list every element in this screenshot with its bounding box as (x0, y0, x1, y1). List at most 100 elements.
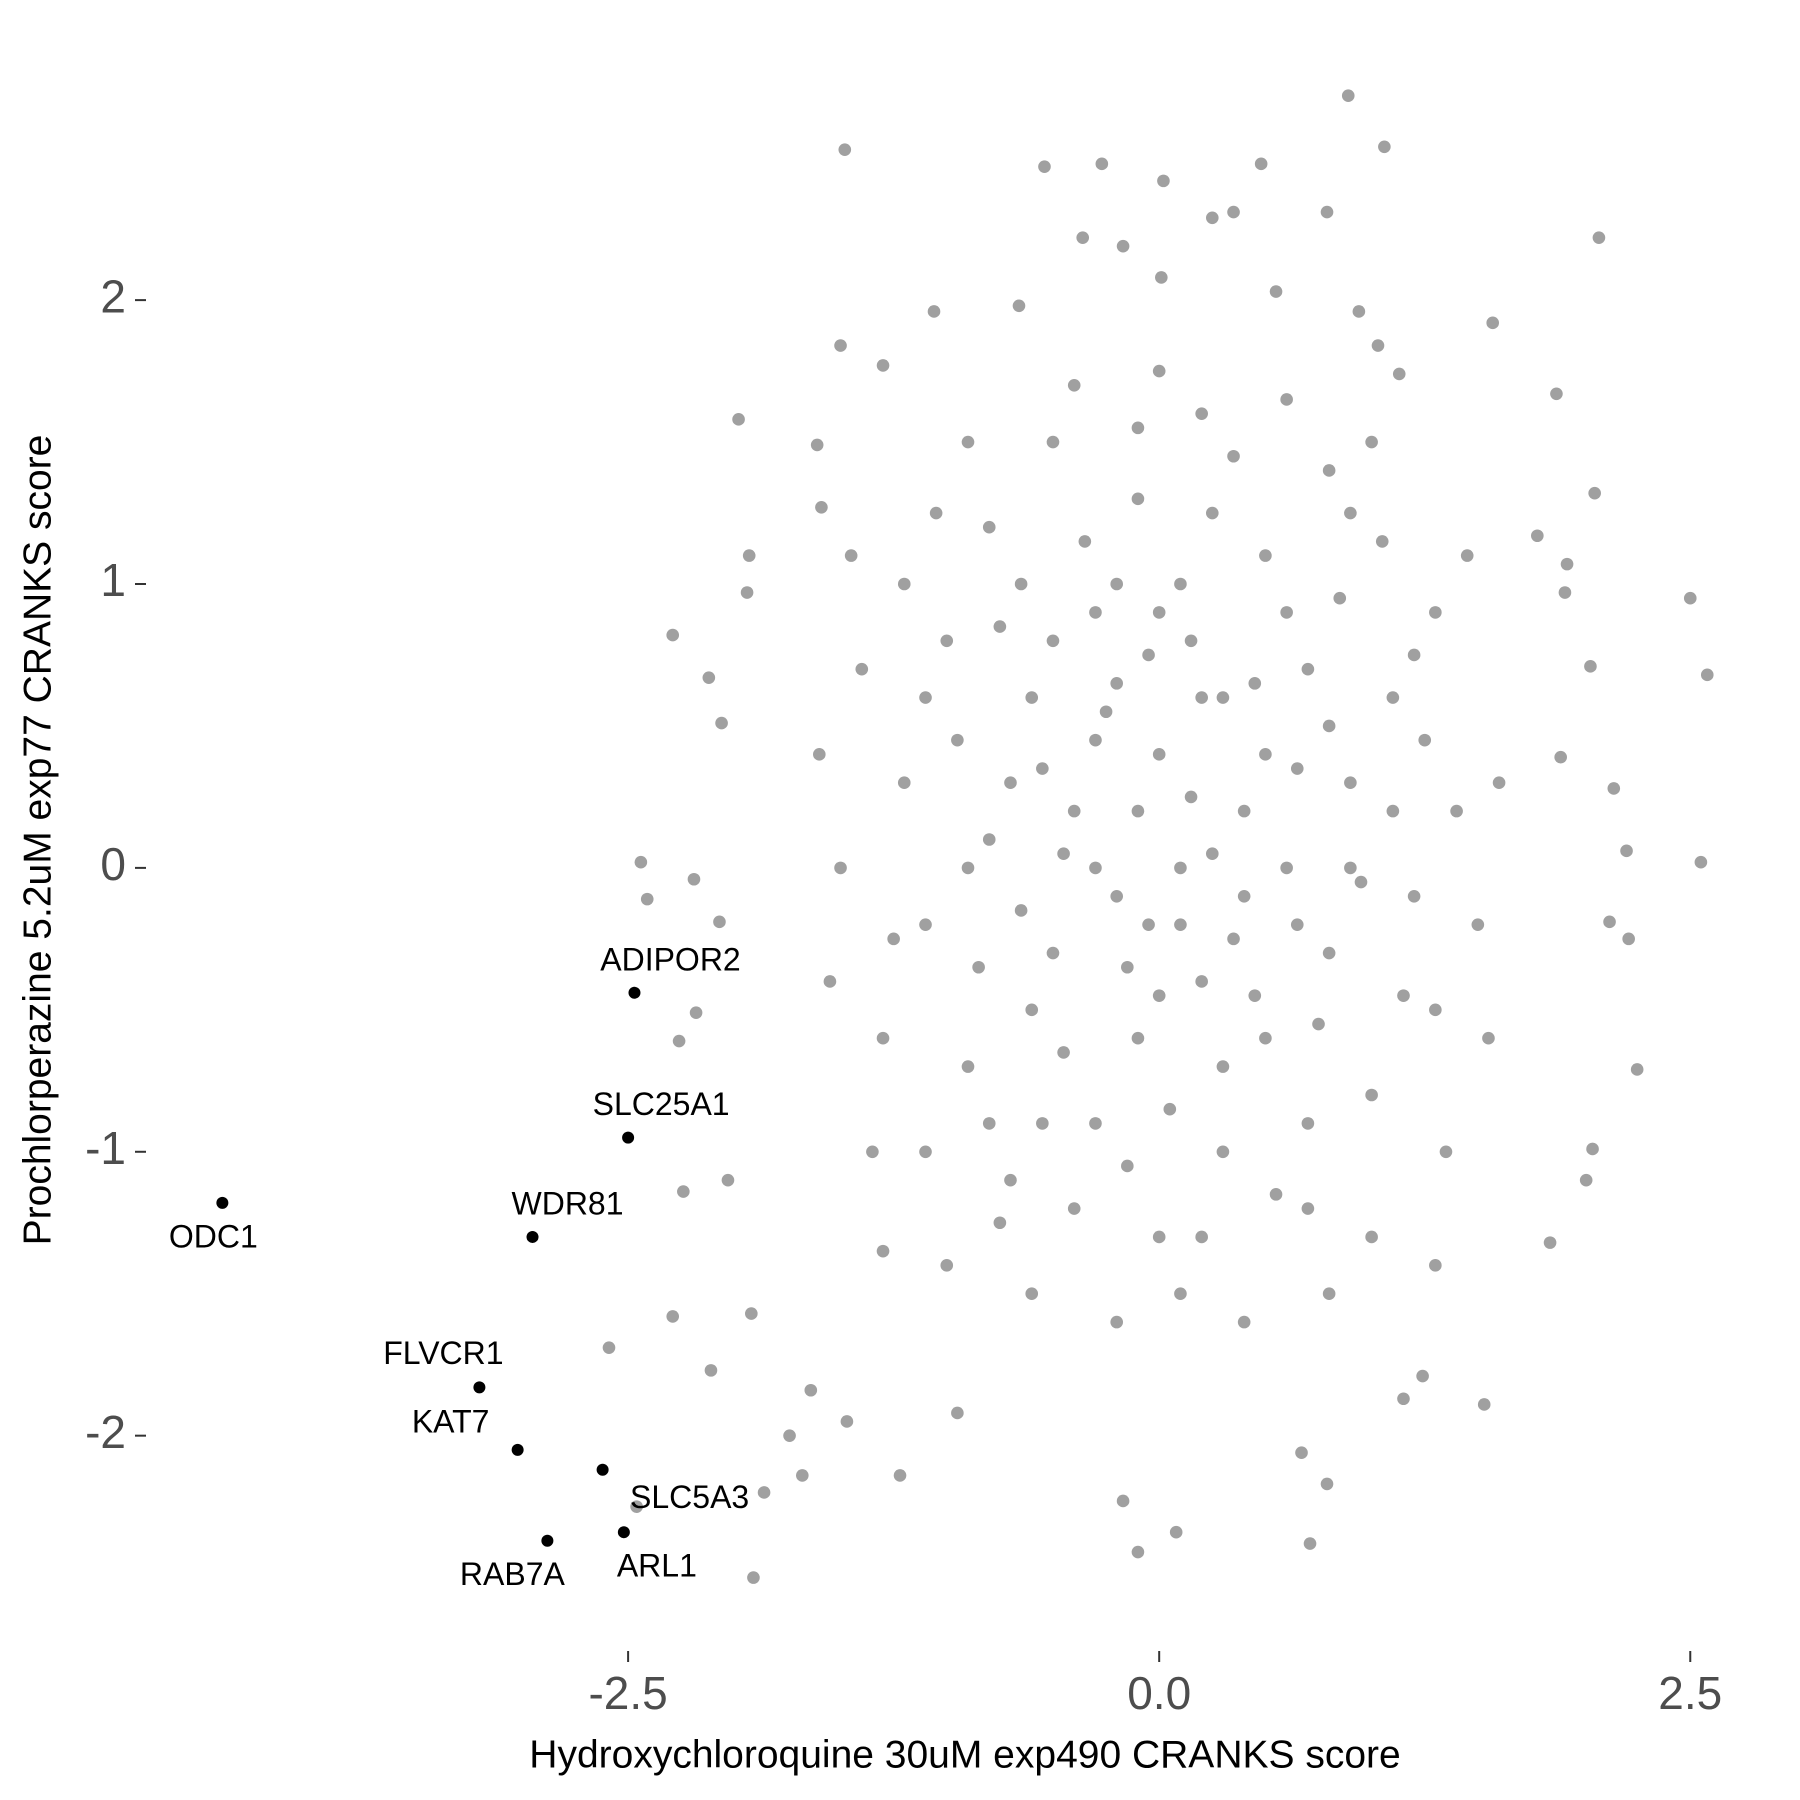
point (1352, 305, 1366, 318)
point (702, 671, 716, 684)
point (1312, 1017, 1325, 1031)
point (993, 1216, 1007, 1230)
point (1579, 1173, 1593, 1187)
y-tick-label: 1 (100, 554, 126, 606)
point (1174, 918, 1187, 931)
point (1392, 367, 1406, 381)
point-label: RAB7A (460, 1556, 566, 1592)
y-tick-label: -2 (85, 1406, 126, 1458)
point (1620, 844, 1633, 858)
point (1131, 1545, 1145, 1559)
point (1089, 606, 1102, 619)
point (919, 1145, 932, 1159)
point (1152, 989, 1166, 1002)
point (1344, 776, 1357, 790)
point (742, 549, 756, 562)
point (687, 872, 701, 886)
point (1301, 1117, 1315, 1130)
point (1586, 1142, 1599, 1156)
point (1592, 231, 1606, 244)
point (1450, 804, 1463, 818)
point (1227, 449, 1240, 463)
point (666, 628, 680, 642)
y-tick-label: -1 (85, 1122, 126, 1174)
point (1152, 748, 1166, 761)
point (1057, 847, 1070, 860)
point (1554, 750, 1567, 764)
point (1439, 1145, 1453, 1159)
point (929, 506, 943, 520)
point (1365, 1088, 1378, 1102)
point (961, 861, 975, 875)
point (919, 918, 932, 931)
point (704, 1364, 718, 1377)
point (1121, 960, 1134, 974)
highlight-point (541, 1534, 554, 1547)
point (1110, 889, 1124, 903)
point (1492, 776, 1506, 790)
point (1174, 577, 1187, 591)
point (1397, 1392, 1410, 1406)
point (993, 620, 1007, 633)
point (1036, 762, 1049, 775)
point (1004, 776, 1017, 790)
point (834, 339, 847, 352)
point (1471, 918, 1485, 931)
point (1344, 861, 1357, 875)
point (1014, 904, 1028, 917)
point (1301, 1202, 1315, 1215)
point (951, 1406, 964, 1420)
point (1205, 211, 1219, 225)
point (1290, 762, 1304, 775)
point (1174, 861, 1187, 875)
point (1344, 506, 1357, 520)
point (672, 1034, 686, 1048)
point (1116, 239, 1130, 253)
point (1320, 1477, 1334, 1491)
point (951, 733, 964, 747)
point-label: SLC25A1 (593, 1086, 730, 1122)
point (1110, 1315, 1124, 1329)
point (1603, 915, 1616, 929)
point (1482, 1031, 1495, 1045)
highlight-point (526, 1230, 539, 1243)
point (1195, 407, 1208, 420)
point (866, 1145, 879, 1159)
point (887, 932, 900, 946)
point (1046, 634, 1060, 648)
point (1560, 557, 1574, 571)
y-tick-label: 2 (100, 270, 126, 322)
point (1386, 691, 1400, 704)
point (1152, 364, 1166, 378)
point (640, 892, 654, 906)
highlight-point (511, 1443, 524, 1456)
point (1550, 387, 1563, 401)
point (834, 861, 847, 875)
point (1375, 535, 1389, 548)
point (1322, 719, 1336, 733)
point (1227, 205, 1240, 219)
point (1607, 782, 1621, 795)
point (1460, 549, 1474, 562)
point (796, 1469, 809, 1482)
point (1099, 705, 1113, 719)
point (745, 1307, 758, 1320)
point (940, 634, 954, 648)
point (1584, 660, 1597, 673)
point (1301, 662, 1315, 676)
point (893, 1469, 907, 1482)
point-label: ODC1 (169, 1218, 258, 1254)
point (876, 1031, 890, 1045)
point (1365, 1230, 1378, 1244)
point (810, 438, 824, 452)
point (677, 1185, 690, 1198)
point (1280, 606, 1293, 619)
point (1142, 648, 1155, 662)
point (602, 1341, 616, 1354)
point (876, 359, 890, 372)
point (1683, 591, 1697, 605)
point (1259, 748, 1272, 761)
point (1407, 889, 1421, 903)
x-tick-label: 2.5 (1658, 1667, 1722, 1719)
point (1025, 1003, 1039, 1017)
